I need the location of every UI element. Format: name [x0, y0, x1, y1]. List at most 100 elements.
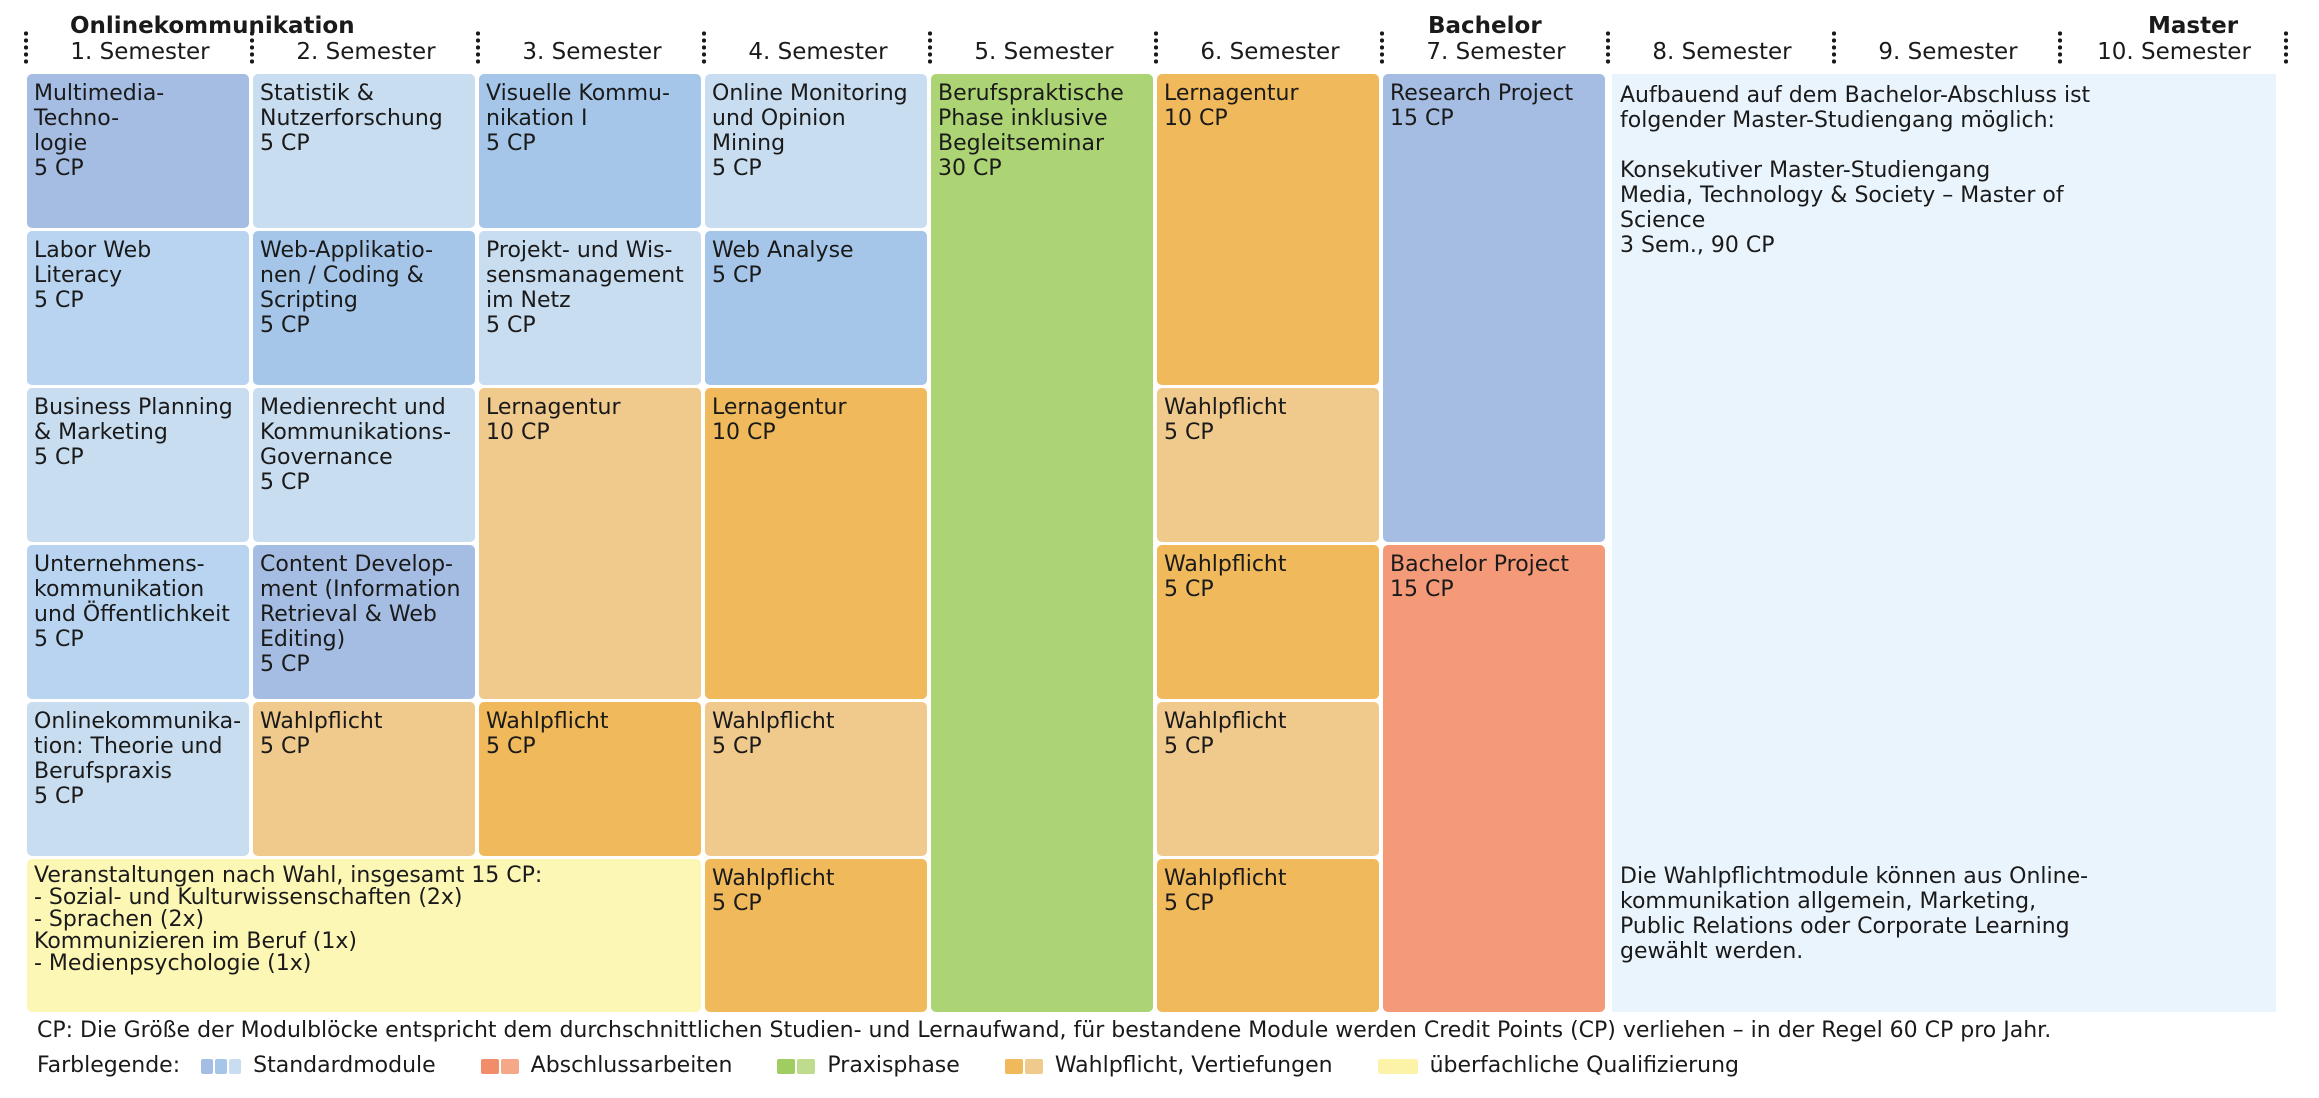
legend-item-standardmodule: Standardmodule	[201, 1053, 436, 1079]
module-title: Wahlpflicht	[260, 709, 383, 734]
legend-item-ueberfachlich: überfachliche Qualifizierung	[1377, 1053, 1740, 1079]
module-wahlpflicht: Wahlpflicht 5 CP	[1157, 702, 1379, 856]
module-medienrecht: Medienrecht und Kommunikations- Governan…	[253, 388, 475, 542]
legend-item-label: Abschlussarbeiten	[530, 1053, 733, 1078]
column-separator	[250, 30, 254, 66]
module-title: Medienrecht und Kommunikations- Governan…	[260, 395, 452, 470]
module-title: Wahlpflicht	[712, 866, 835, 891]
module-title: Visuelle Kommu- nikation I	[486, 81, 670, 131]
module-cp: 5 CP	[34, 288, 84, 313]
module-cp: 5 CP	[1164, 420, 1214, 445]
column-separator	[476, 30, 480, 66]
module-cp: 5 CP	[1164, 891, 1214, 916]
module-title: Veranstaltungen nach Wahl, insgesamt 15 …	[34, 863, 543, 976]
module-web-applikationen: Web-Applikatio- nen / Coding & Scripting…	[253, 231, 475, 385]
module-statistik-nutzerforschung: Statistik & Nutzerforschung 5 CP	[253, 74, 475, 228]
semester-header-3: 3. Semester	[522, 39, 662, 65]
module-title: Content Develop- ment (Information Retri…	[260, 552, 461, 652]
legend-item-wahlpflicht: Wahlpflicht, Vertiefungen	[1004, 1053, 1333, 1079]
module-cp: 5 CP	[260, 470, 310, 495]
module-wahlpflicht: Wahlpflicht 5 CP	[479, 702, 701, 856]
module-title: Unternehmens- kommunikation und Öffentli…	[34, 552, 230, 627]
module-online-monitoring: Online Monitoring und Opinion Mining 5 C…	[705, 74, 927, 228]
legend-swatch	[1004, 1053, 1045, 1079]
module-title: Lernagentur	[486, 395, 621, 420]
module-lernagentur: Lernagentur 10 CP	[1157, 74, 1379, 385]
module-cp: 5 CP	[1164, 734, 1214, 759]
column-separator	[928, 30, 932, 66]
column-separator	[1380, 30, 1384, 66]
module-title: Wahlpflicht	[1164, 395, 1287, 420]
module-title: Onlinekommunika- tion: Theorie und Beruf…	[34, 709, 242, 784]
column-separator	[1832, 30, 1836, 66]
module-cp: 10 CP	[712, 420, 776, 445]
wahlpflicht-note: Die Wahlpflichtmodule können aus Online-…	[1620, 864, 2089, 964]
module-wahlpflicht: Wahlpflicht 5 CP	[253, 702, 475, 856]
legend-item-label: Standardmodule	[253, 1053, 436, 1078]
column-separator	[1154, 30, 1158, 66]
legend-item-praxisphase: Praxisphase	[777, 1053, 960, 1079]
module-research-project: Research Project 15 CP	[1383, 74, 1605, 542]
module-title: Lernagentur	[712, 395, 847, 420]
module-cp: 5 CP	[486, 313, 536, 338]
module-visuelle-kommunikation: Visuelle Kommu- nikation I 5 CP	[479, 74, 701, 228]
module-cp: 5 CP	[486, 131, 536, 156]
master-area	[1612, 74, 2276, 1012]
module-cp: 5 CP	[34, 627, 84, 652]
module-title: Research Project	[1390, 81, 1574, 106]
module-business-planning: Business Planning & Marketing 5 CP	[27, 388, 249, 542]
module-content-development: Content Develop- ment (Information Retri…	[253, 545, 475, 699]
column-separator	[702, 30, 706, 66]
legend-swatch	[777, 1053, 817, 1079]
module-title: Wahlpflicht	[1164, 709, 1287, 734]
module-title: Berufspraktische Phase inklusive Begleit…	[938, 81, 1124, 156]
module-cp: 5 CP	[260, 313, 310, 338]
module-cp: 15 CP	[1390, 106, 1454, 131]
module-labor-web-literacy: Labor Web Literacy 5 CP	[27, 231, 249, 385]
column-separator	[1606, 30, 1610, 66]
master-program-note: Aufbauend auf dem Bachelor-Abschluss ist…	[1620, 83, 2091, 258]
color-legend: Farblegende: Standardmodule Abschlussarb…	[37, 1053, 1777, 1079]
module-bachelor-project: Bachelor Project 15 CP	[1383, 545, 1605, 1012]
module-cp: 5 CP	[34, 156, 84, 181]
module-cp: 5 CP	[712, 891, 762, 916]
module-title: Statistik & Nutzerforschung	[260, 81, 443, 131]
module-web-analyse: Web Analyse 5 CP	[705, 231, 927, 385]
module-berufspraktische-phase: Berufspraktische Phase inklusive Begleit…	[931, 74, 1153, 1012]
legend-item-label: Praxisphase	[827, 1053, 960, 1078]
group-label-bachelor: Bachelor	[1428, 13, 1542, 39]
module-cp: 5 CP	[34, 784, 84, 809]
legend-swatch	[480, 1053, 521, 1079]
legend-item-label: überfachliche Qualifizierung	[1429, 1053, 1740, 1078]
module-cp: 5 CP	[260, 734, 310, 759]
semester-header-9: 9. Semester	[1878, 39, 2018, 65]
semester-header-5: 5. Semester	[974, 39, 1114, 65]
semester-header-4: 4. Semester	[748, 39, 888, 65]
module-cp: 15 CP	[1390, 577, 1454, 602]
module-title: Business Planning & Marketing	[34, 395, 233, 445]
module-title: Wahlpflicht	[1164, 552, 1287, 577]
module-cp: 5 CP	[486, 734, 536, 759]
semester-header-10: 10. Semester	[2097, 39, 2251, 65]
column-separator	[2058, 30, 2062, 66]
module-title: Projekt- und Wis- sensmanagement im Netz	[486, 238, 684, 313]
module-cp: 5 CP	[260, 131, 310, 156]
group-label-master: Master	[2148, 13, 2239, 39]
module-wahlpflicht: Wahlpflicht 5 CP	[705, 859, 927, 1012]
module-veranstaltungen-nach-wahl: Veranstaltungen nach Wahl, insgesamt 15 …	[27, 859, 701, 1012]
semester-header-2: 2. Semester	[296, 39, 436, 65]
module-title: Wahlpflicht	[1164, 866, 1287, 891]
column-separator	[2284, 30, 2288, 66]
module-wahlpflicht: Wahlpflicht 5 CP	[1157, 545, 1379, 699]
module-cp: 5 CP	[34, 445, 84, 470]
module-cp: 5 CP	[260, 652, 310, 677]
module-wahlpflicht: Wahlpflicht 5 CP	[705, 702, 927, 856]
module-title: Web-Applikatio- nen / Coding & Scripting	[260, 238, 434, 313]
module-cp: 10 CP	[486, 420, 550, 445]
semester-header-1: 1. Semester	[70, 39, 210, 65]
module-lernagentur: Lernagentur 10 CP	[479, 388, 701, 699]
group-label-onlinekommunikation: Onlinekommunikation	[70, 13, 355, 39]
module-title: Online Monitoring und Opinion Mining	[712, 81, 908, 156]
module-lernagentur: Lernagentur 10 CP	[705, 388, 927, 699]
legend-item-abschlussarbeiten: Abschlussarbeiten	[480, 1053, 733, 1079]
